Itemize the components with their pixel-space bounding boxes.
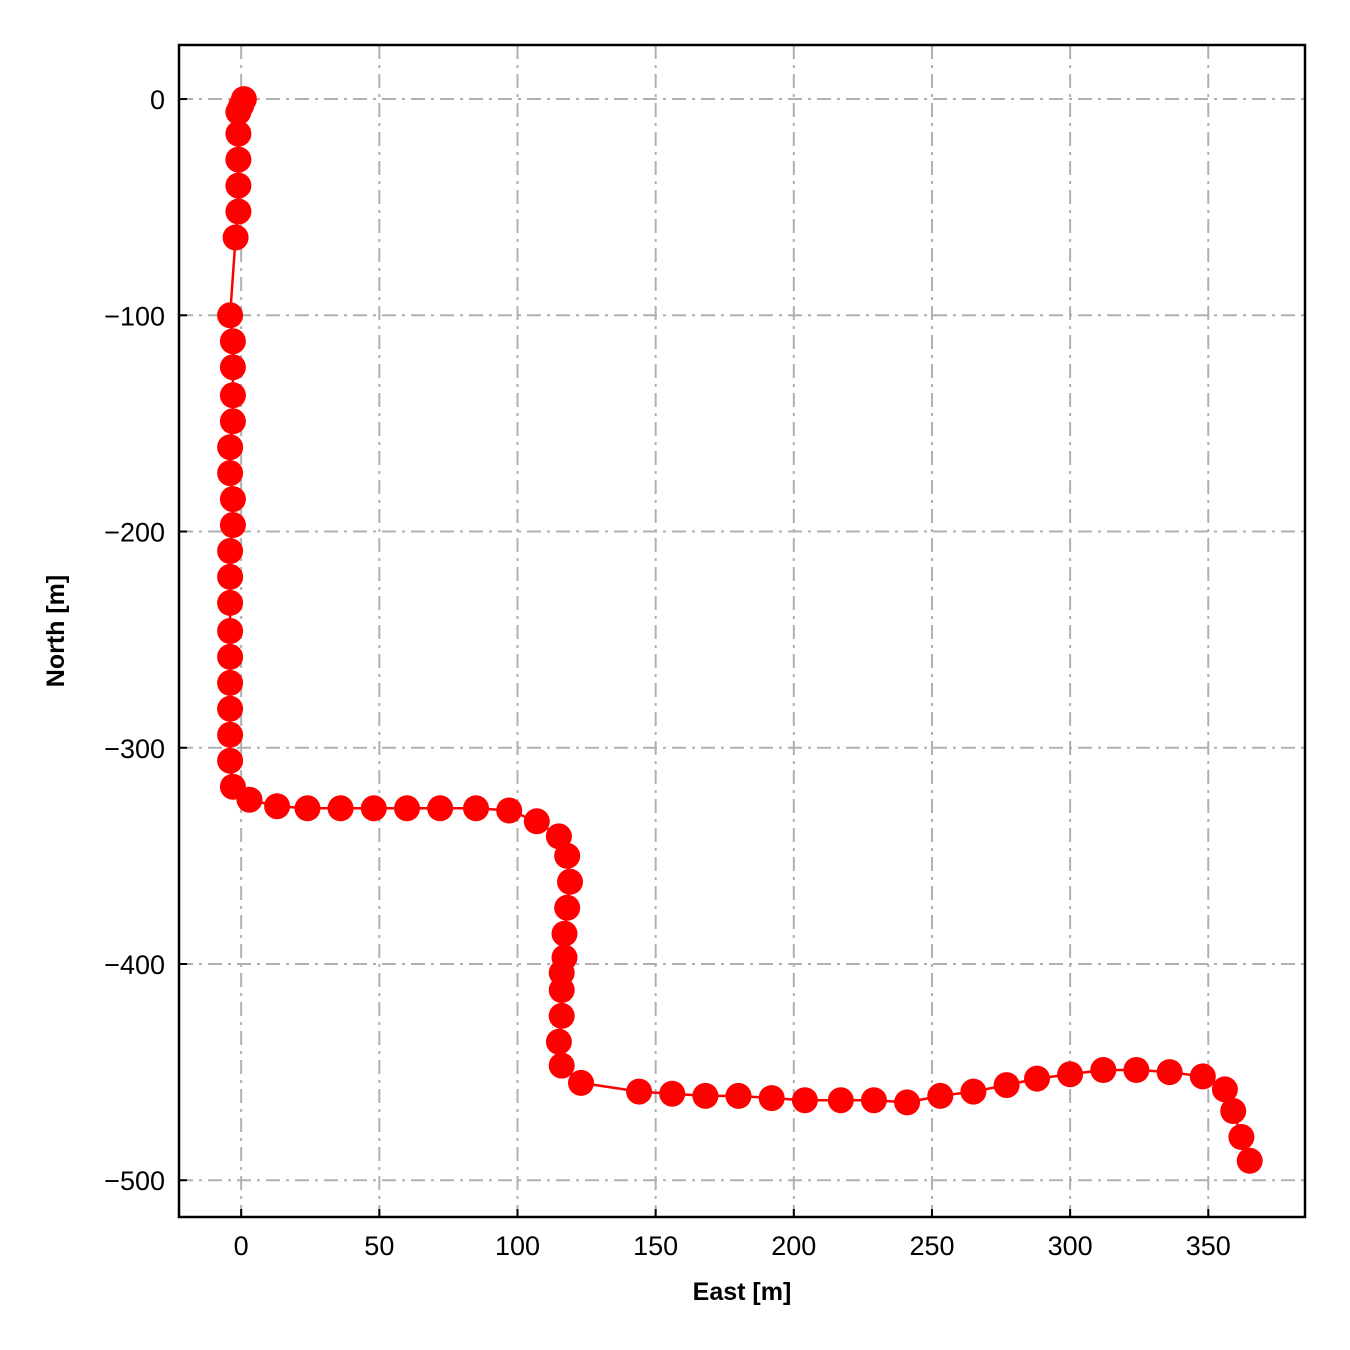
trajectory-point <box>217 695 244 722</box>
trajectory-point <box>219 486 246 513</box>
trajectory-point <box>554 842 581 869</box>
trajectory-point <box>626 1078 653 1105</box>
trajectory-point <box>219 354 246 381</box>
trajectory-point <box>554 894 581 921</box>
trajectory-point <box>427 795 454 822</box>
trajectory-point <box>496 797 523 824</box>
trajectory-point <box>1211 1076 1238 1103</box>
x-axis-label: East [m] <box>693 1278 792 1306</box>
trajectory-point <box>725 1082 752 1109</box>
trajectory-point <box>551 920 578 947</box>
trajectory-point <box>217 669 244 696</box>
y-tick-labels: 0 −100 −200 −300 −400 −500 <box>104 85 165 1196</box>
trajectory-point <box>327 795 354 822</box>
trajectory-point <box>659 1080 686 1107</box>
trajectory-point <box>225 120 252 147</box>
trajectory-point <box>225 99 252 125</box>
y-tick-label: −500 <box>104 1166 165 1196</box>
trajectory-point <box>219 328 246 355</box>
trajectory-point <box>360 795 387 822</box>
trajectory-point <box>236 786 263 813</box>
trajectory-point <box>225 198 252 225</box>
x-tick-label: 250 <box>909 1231 954 1261</box>
trajectory-point <box>557 868 583 895</box>
x-tick-label: 300 <box>1048 1231 1093 1261</box>
x-tick-label: 200 <box>771 1231 816 1261</box>
x-tick-label: 50 <box>364 1231 394 1261</box>
trajectory-point <box>217 434 244 461</box>
trajectory-point <box>548 1052 575 1079</box>
trajectory-point <box>545 1028 572 1055</box>
trajectory-point <box>217 460 244 487</box>
trajectory-point <box>894 1089 921 1116</box>
trajectory-series <box>228 98 1251 1162</box>
trajectory-point <box>217 302 244 329</box>
trajectory-point <box>225 146 252 173</box>
trajectory-point <box>1220 1098 1247 1124</box>
grid-lines <box>179 45 1305 1217</box>
x-tick-label: 0 <box>234 1231 249 1261</box>
x-tick-label: 100 <box>495 1231 540 1261</box>
trajectory-point <box>217 538 244 564</box>
trajectory-point <box>217 721 244 748</box>
trajectory-point <box>1024 1065 1050 1092</box>
trajectory-point <box>294 795 321 822</box>
trajectory-point <box>217 643 244 670</box>
trajectory-point <box>548 1002 575 1029</box>
axis-ticks <box>179 98 1210 1217</box>
trajectory-point <box>264 793 291 820</box>
trajectory-point <box>225 172 252 199</box>
trajectory-point <box>219 382 246 409</box>
trajectory-point <box>217 589 244 616</box>
trajectory-point <box>394 795 420 822</box>
trajectory-point <box>1189 1063 1216 1090</box>
x-tick-label: 350 <box>1186 1231 1231 1261</box>
y-tick-label: −200 <box>104 518 165 548</box>
trajectory-point <box>1057 1061 1084 1088</box>
trajectory-point <box>791 1087 818 1114</box>
y-tick-label: −100 <box>104 301 165 331</box>
trajectory-point <box>1236 1147 1263 1174</box>
trajectory-point <box>222 224 249 251</box>
trajectory-point <box>1090 1057 1117 1083</box>
trajectory-point <box>692 1082 719 1109</box>
y-tick-label: −400 <box>104 950 165 980</box>
y-axis-label: North [m] <box>42 575 70 687</box>
trajectory-point <box>927 1082 954 1109</box>
x-tick-labels: 0 50 100 150 200 250 300 350 <box>234 1231 1231 1261</box>
trajectory-point <box>758 1085 785 1112</box>
trajectory-line <box>228 98 1251 1162</box>
trajectory-point <box>568 1069 594 1096</box>
trajectory-point <box>827 1087 854 1114</box>
y-tick-label: 0 <box>150 85 165 115</box>
trajectory-point <box>1123 1057 1150 1083</box>
x-tick-label: 150 <box>633 1231 678 1261</box>
trajectory-point <box>219 512 246 538</box>
trajectory-point <box>217 563 244 590</box>
trajectory-point <box>960 1078 987 1105</box>
trajectory-point <box>1156 1059 1183 1086</box>
trajectory-point <box>217 747 244 774</box>
trajectory-point <box>1228 1124 1255 1150</box>
trajectory-point <box>463 795 489 822</box>
trajectory-point <box>219 408 246 435</box>
plot-frame <box>177 43 1307 1219</box>
trajectory-point <box>860 1087 887 1114</box>
trajectory-point <box>523 808 550 835</box>
trajectory-point <box>548 977 575 1003</box>
trajectory-point <box>993 1072 1020 1099</box>
trajectory-point <box>545 823 572 850</box>
trajectory-markers <box>217 86 1263 1174</box>
y-tick-label: −300 <box>104 734 165 764</box>
trajectory-point <box>217 618 244 644</box>
